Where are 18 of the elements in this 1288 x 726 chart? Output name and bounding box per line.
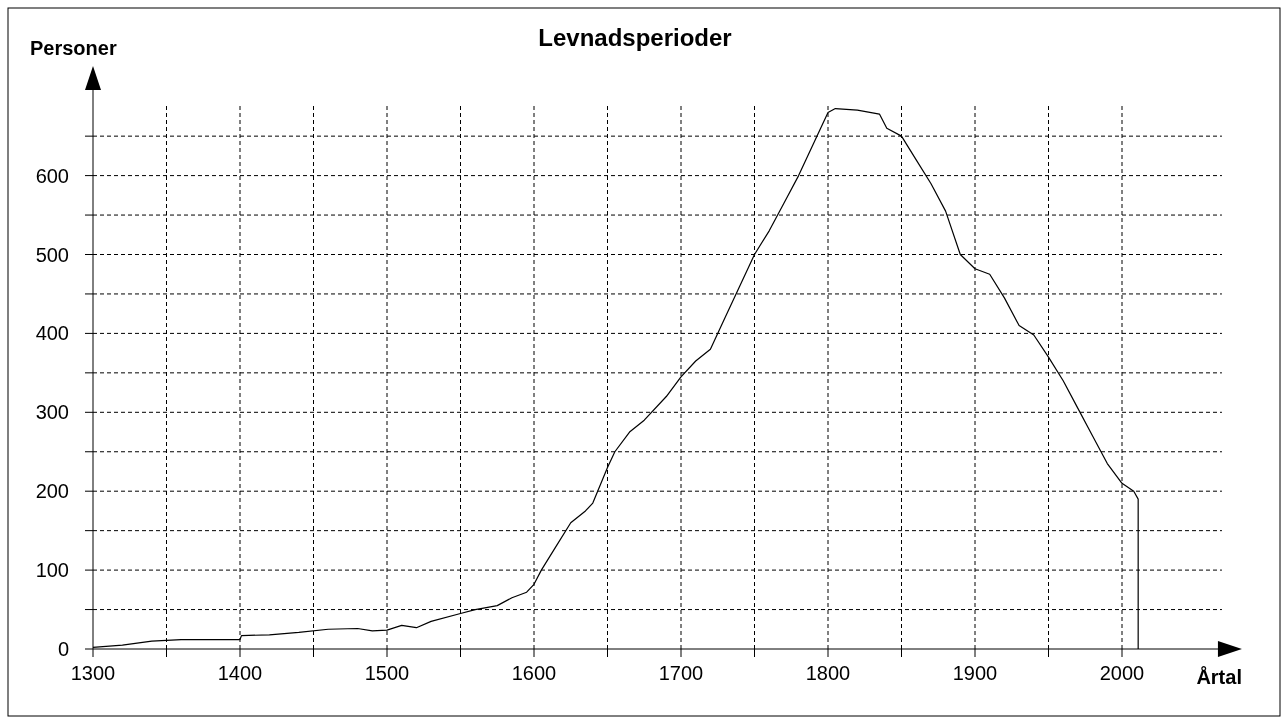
x-tick-label: 1700: [658, 662, 704, 684]
x-tick-label: 1300: [70, 662, 116, 684]
y-tick-label: 300: [35, 401, 69, 424]
x-tick-label: 1600: [511, 662, 557, 684]
y-tick-label: 500: [35, 243, 69, 266]
y-tick-label: 400: [35, 322, 69, 345]
y-tick-label: 600: [35, 164, 69, 187]
y-tick-label: 200: [35, 480, 69, 503]
y-axis-title: Personer: [30, 37, 117, 59]
x-tick-label: 1500: [364, 662, 410, 684]
x-tick-label: 1900: [952, 662, 998, 684]
x-tick-label: 1800: [805, 662, 851, 684]
x-tick-label: 2000: [1099, 662, 1145, 684]
chart-title: Levnadsperioder: [538, 24, 732, 51]
x-axis-title: Årtal: [1196, 665, 1242, 688]
y-tick-label: 100: [35, 559, 69, 582]
x-tick-label: 1400: [217, 662, 263, 684]
y-tick-label: 0: [57, 638, 69, 660]
